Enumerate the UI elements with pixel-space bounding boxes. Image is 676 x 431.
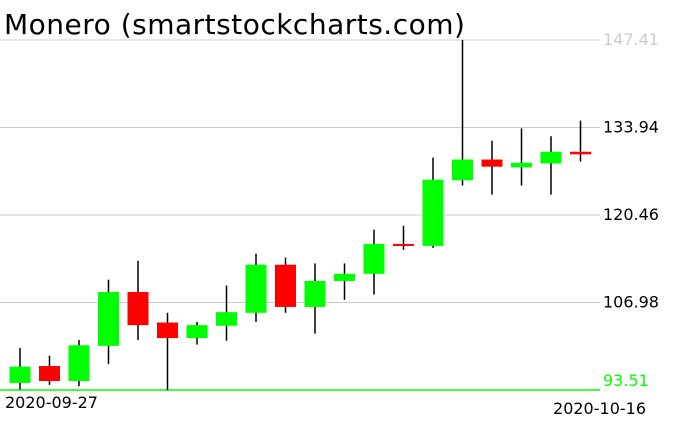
candle-body: [304, 280, 326, 307]
candle: [570, 120, 591, 162]
candle-body: [186, 325, 208, 339]
candle: [422, 157, 444, 248]
x-label-end: 2020-10-16: [553, 399, 646, 418]
candle-body: [68, 345, 90, 381]
candle: [334, 263, 355, 300]
candle-body: [245, 264, 267, 313]
candle-body: [127, 292, 149, 326]
y-tick-label: 93.51: [603, 371, 649, 390]
candle: [245, 253, 267, 322]
candle-body: [363, 243, 385, 274]
candle: [393, 225, 414, 250]
candle-body: [452, 159, 473, 181]
y-tick-label: 147.41: [603, 30, 659, 49]
candle: [275, 257, 296, 313]
y-tick-label: 120.46: [603, 205, 659, 224]
candle: [68, 340, 90, 387]
candle-body: [334, 273, 355, 281]
candle-body: [570, 151, 591, 155]
candle: [157, 312, 178, 391]
candle-body: [511, 162, 532, 168]
y-tick-label: 106.98: [603, 293, 659, 312]
candle: [481, 140, 503, 195]
chart-title: Monero (smartstockcharts.com): [4, 8, 466, 41]
candle: [216, 285, 237, 341]
candle-body: [540, 151, 562, 164]
y-tick-label: 133.94: [603, 117, 659, 136]
candle-body: [481, 159, 503, 167]
candle: [98, 279, 119, 365]
candle-body: [393, 243, 414, 246]
candle: [304, 263, 326, 334]
candle-body: [157, 322, 178, 339]
candle: [540, 136, 562, 195]
candle-body: [39, 366, 60, 381]
candle-body: [9, 366, 31, 383]
candle-body: [275, 264, 296, 307]
candle-body: [98, 292, 119, 346]
candle-body: [422, 179, 444, 246]
candle-body: [216, 312, 237, 326]
candle: [9, 347, 31, 390]
candle: [452, 40, 473, 186]
candle: [127, 260, 149, 341]
candle: [39, 355, 60, 385]
candle: [363, 229, 385, 295]
candle: [511, 128, 532, 186]
candle: [186, 321, 208, 345]
x-label-start: 2020-09-27: [5, 393, 98, 412]
